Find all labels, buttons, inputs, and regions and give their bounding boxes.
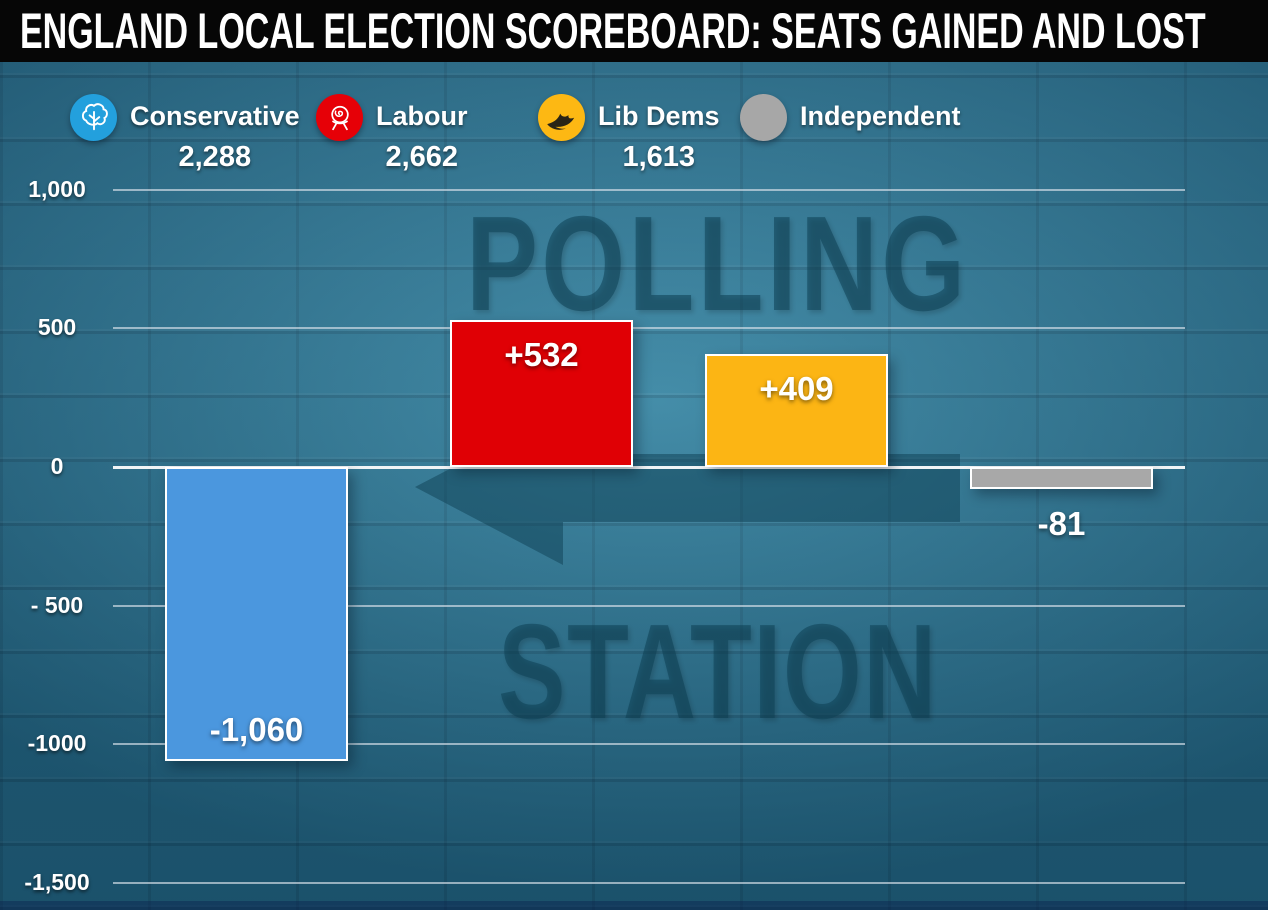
gridline-zero-axis xyxy=(113,465,1185,469)
watermark-polling-text: POLLING xyxy=(466,188,969,339)
bar-value-label: +532 xyxy=(504,335,579,373)
bar-value-label: -81 xyxy=(1037,505,1086,543)
bar-independent: -81 xyxy=(970,467,1153,542)
y-axis-tick-label: 0 xyxy=(50,452,64,479)
title-bar: ENGLAND LOCAL ELECTION SCOREBOARD: SEATS… xyxy=(0,0,1268,62)
legend-party-name: Lib Dems xyxy=(598,101,720,131)
libdems-bird-icon xyxy=(538,94,585,141)
legend-party-name: Conservative xyxy=(130,101,300,131)
legend-party-total: 1,613 xyxy=(622,140,696,173)
legend-item-labour: Labour 2,662 xyxy=(316,94,468,174)
legend-item-conservative: Conservative 2,288 xyxy=(70,94,300,174)
legend-item-independent: Independent xyxy=(740,94,961,141)
legend-text-labour: Labour 2,662 xyxy=(376,94,468,174)
legend-text-libdems: Lib Dems 1,613 xyxy=(598,94,720,174)
bar-value-label: -1,060 xyxy=(209,710,304,748)
gridline-neg1500 xyxy=(113,881,1185,884)
legend-text-independent: Independent xyxy=(800,94,961,141)
bar-conservative: -1,060 xyxy=(165,467,348,761)
page-title: ENGLAND LOCAL ELECTION SCOREBOARD: SEATS… xyxy=(20,3,1206,59)
labour-rose-icon xyxy=(316,94,363,141)
legend-party-name: Independent xyxy=(800,101,961,131)
legend-item-libdems: Lib Dems 1,613 xyxy=(538,94,720,174)
independent-circle-icon xyxy=(740,94,787,141)
legend-text-conservative: Conservative 2,288 xyxy=(130,94,300,174)
y-axis-tick-label: -1,500 xyxy=(24,868,90,895)
bar-labour: +532 xyxy=(450,319,633,467)
watermark-station-text: STATION xyxy=(498,596,938,747)
bar-libdems: +409 xyxy=(705,353,888,467)
gridline-neg500 xyxy=(113,604,1185,607)
y-axis-tick-label: 1,000 xyxy=(28,175,86,202)
conservative-tree-icon xyxy=(70,94,117,141)
y-axis-tick-label: 500 xyxy=(37,314,77,341)
gridline-neg1000 xyxy=(113,743,1185,746)
legend-party-total: 2,288 xyxy=(178,140,252,173)
legend-party-total: 2,662 xyxy=(385,140,459,173)
gridline-500 xyxy=(113,327,1185,330)
legend-party-name: Labour xyxy=(376,101,468,131)
y-axis-tick-label: - 500 xyxy=(30,591,84,618)
bar-value-label: +409 xyxy=(759,369,834,407)
gridline-1000 xyxy=(113,188,1185,191)
y-axis-tick-label: -1000 xyxy=(27,730,87,757)
